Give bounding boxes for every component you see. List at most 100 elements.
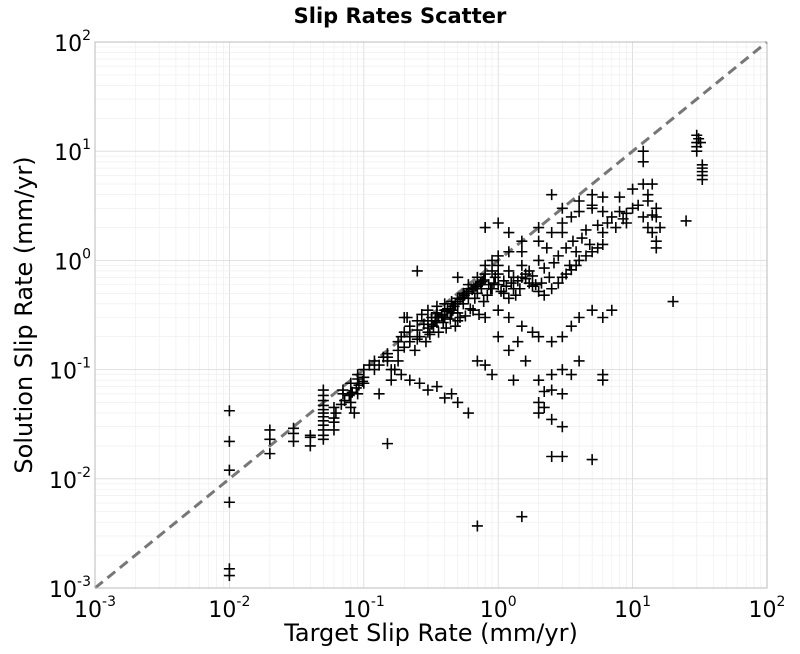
data-point	[352, 373, 364, 385]
data-point	[516, 320, 528, 332]
data-point	[597, 191, 609, 203]
data-point	[385, 374, 397, 386]
data-point	[601, 217, 613, 229]
data-point	[650, 211, 662, 223]
data-point	[696, 174, 708, 186]
data-point	[508, 283, 520, 295]
data-point	[368, 364, 380, 376]
data-point	[556, 202, 568, 214]
data-point	[597, 238, 609, 250]
data-point	[358, 377, 370, 389]
data-point	[398, 341, 410, 353]
data-point	[620, 207, 632, 219]
data-point	[433, 326, 445, 338]
data-point	[533, 374, 545, 386]
data-point	[584, 238, 596, 250]
data-point	[543, 271, 555, 283]
data-point	[538, 401, 550, 413]
data-point	[614, 191, 626, 203]
data-point	[264, 433, 276, 445]
x-tick-label: 10-3	[74, 594, 116, 623]
data-point	[345, 401, 357, 413]
data-point	[422, 304, 434, 316]
data-point	[467, 304, 479, 316]
data-point	[352, 388, 364, 400]
data-point	[317, 433, 329, 445]
data-point	[570, 246, 582, 258]
data-point	[381, 438, 393, 450]
data-point	[411, 265, 423, 277]
data-point	[449, 298, 461, 310]
data-point	[592, 219, 604, 231]
data-point	[694, 137, 706, 149]
data-point	[498, 287, 510, 299]
data-point	[536, 277, 548, 289]
data-point	[565, 369, 577, 381]
data-point	[264, 424, 276, 436]
data-point	[503, 227, 515, 239]
data-point	[460, 287, 472, 299]
data-point	[357, 375, 369, 387]
data-point	[512, 336, 524, 348]
data-point	[223, 405, 235, 417]
data-point	[223, 570, 235, 582]
data-point	[538, 289, 550, 301]
data-point	[552, 277, 564, 289]
x-tick-label: 101	[614, 594, 651, 623]
data-point	[576, 232, 588, 244]
data-point	[573, 355, 585, 367]
data-point	[691, 145, 703, 157]
data-point	[580, 250, 592, 262]
data-point	[469, 292, 481, 304]
data-point	[538, 386, 550, 398]
y-tick-label: 10-2	[49, 465, 91, 494]
data-point	[479, 268, 491, 280]
data-point	[404, 374, 416, 386]
data-point	[444, 313, 456, 325]
data-point	[538, 262, 550, 274]
data-point	[401, 311, 413, 323]
data-point	[546, 227, 558, 239]
data-point	[586, 304, 598, 316]
data-point	[446, 388, 458, 400]
data-point	[409, 344, 421, 356]
data-point	[505, 277, 517, 289]
data-point	[328, 412, 340, 424]
data-point	[546, 336, 558, 348]
data-point	[486, 265, 498, 277]
data-point	[597, 206, 609, 218]
data-point	[492, 250, 504, 262]
data-point	[377, 351, 389, 363]
data-point	[546, 369, 558, 381]
data-point	[552, 250, 564, 262]
data-point	[492, 217, 504, 229]
data-point	[328, 424, 340, 436]
data-point	[527, 270, 539, 282]
data-point	[389, 364, 401, 376]
data-point	[586, 454, 598, 466]
data-point	[597, 311, 609, 323]
data-point	[431, 381, 443, 393]
data-point	[439, 392, 451, 404]
data-point	[548, 257, 560, 269]
data-point	[498, 275, 510, 287]
data-point	[464, 303, 476, 315]
x-axis-label: Target Slip Rate (mm/yr)	[283, 619, 578, 647]
data-point	[597, 227, 609, 239]
data-point	[304, 440, 316, 452]
data-point	[478, 274, 490, 286]
data-point	[610, 222, 622, 234]
data-point	[533, 254, 545, 266]
data-point	[556, 217, 568, 229]
y-axis-label: Solution Slip Rate (mm/yr)	[10, 156, 38, 473]
data-point	[414, 377, 426, 389]
data-point	[486, 283, 498, 295]
data-point	[556, 421, 568, 433]
data-point	[586, 189, 598, 201]
x-tick-label: 100	[480, 594, 517, 623]
data-point	[392, 344, 404, 356]
data-point	[637, 145, 649, 157]
data-point	[339, 395, 351, 407]
data-point	[328, 401, 340, 413]
data-point	[411, 333, 423, 345]
